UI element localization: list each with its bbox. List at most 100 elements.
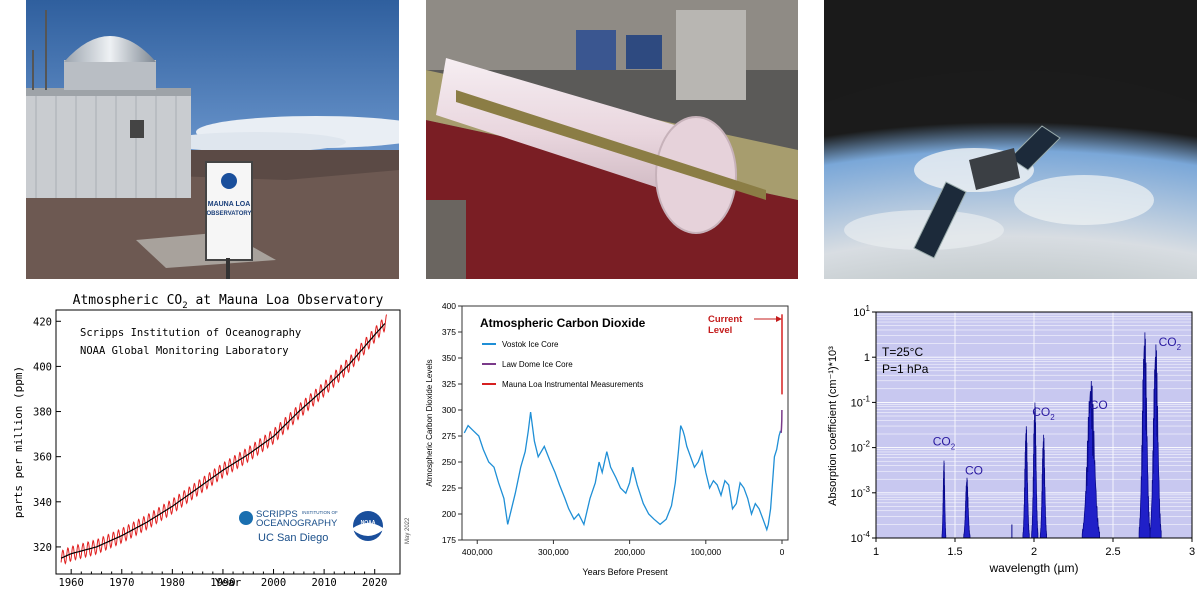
chart-title: Atmospheric Carbon Dioxide <box>480 316 646 330</box>
y-tick-label: 400 <box>33 361 52 373</box>
x-tick-label: 1960 <box>59 577 84 589</box>
legend-label: Vostok Ice Core <box>502 340 559 349</box>
y-tick-label: 380 <box>33 407 52 419</box>
ice-core-co2-svg: 400,000 300,000 200,000 100,000 0 175 200 225 2… <box>425 301 789 577</box>
y-tick-label: 400 <box>442 301 456 311</box>
noaa-logo-text: NOAA <box>361 520 376 526</box>
scripps-logo-small: INSTITUTION OF <box>302 510 338 515</box>
pressure-label: P=1 hPa <box>882 362 929 376</box>
absorption-band-co2 <box>941 460 947 539</box>
chart-title: Atmospheric CO2 at Mauna Loa Observatory <box>73 293 384 311</box>
sign-subtitle: OBSERVATORY <box>206 211 251 217</box>
y-tick-label: 175 <box>442 535 456 545</box>
y-tick-label: 10-3 <box>851 485 871 500</box>
band-label: CO <box>965 464 983 478</box>
band-label: CO2 <box>933 434 956 451</box>
noaa-logo-icon: NOAA <box>353 511 383 541</box>
y-tick-label: 200 <box>442 509 456 519</box>
observatory-photo-illustration: MAUNA LOA OBSERVATORY <box>26 0 399 279</box>
scripps-logo: SCRIPPS INSTITUTION OF OCEANOGRAPHY UC S… <box>239 509 338 544</box>
x-tick-label: 3 <box>1189 546 1195 558</box>
x-axis-label: Year <box>215 576 242 589</box>
absorption-spectrum-svg: 1 1.5 2 2.5 3 101 1 10-1 10-2 10-3 10-4 T=25°C P=… <box>827 304 1195 575</box>
y-tick-label: 320 <box>33 542 52 554</box>
annotation-scripps: Scripps Institution of Oceanography <box>80 327 301 339</box>
x-tick-label: 2010 <box>311 577 336 589</box>
x-tick-label: 2000 <box>261 577 286 589</box>
x-tick-label: 1980 <box>160 577 185 589</box>
absorption-spectrum-chart: 1 1.5 2 2.5 3 101 1 10-1 10-2 10-3 10-4 T=25°C P=… <box>820 286 1197 599</box>
x-tick-label: 1 <box>873 546 879 558</box>
y-tick-label: 10-1 <box>851 394 871 409</box>
absorption-band-co2 <box>1138 332 1151 539</box>
annotation-current: Current <box>708 314 743 325</box>
y-axis-label: Absorption coefficient (cm⁻¹)*10³ <box>827 346 839 506</box>
x-tick-label: 2020 <box>362 577 387 589</box>
ucsd-logo-text: UC San Diego <box>258 532 328 544</box>
annual-trend-line <box>60 323 386 559</box>
y-tick-label: 350 <box>442 353 456 363</box>
keeling-curve-chart: Atmospheric CO2 at Mauna Loa Observatory… <box>0 286 420 599</box>
absorption-band-co <box>1081 380 1100 539</box>
x-axis-label: wavelength (µm) <box>989 561 1079 575</box>
scripps-logo-text-2: OCEANOGRAPHY <box>256 518 338 529</box>
y-tick-label: 1 <box>864 352 870 364</box>
absorption-band-co2 <box>1031 402 1039 539</box>
x-tick-label: 300,000 <box>538 547 569 557</box>
x-tick-label: 100,000 <box>690 547 721 557</box>
x-tick-label: 1990 <box>210 577 235 589</box>
law-dome-line <box>780 409 783 433</box>
y-tick-label: 225 <box>442 483 456 493</box>
y-tick-label: 375 <box>442 327 456 337</box>
y-axis-label: parts per million (ppm) <box>12 366 25 518</box>
y-tick-label: 275 <box>442 431 456 441</box>
y-tick-label: 325 <box>442 379 456 389</box>
y-tick-label: 250 <box>442 457 456 467</box>
y-tick-label: 300 <box>442 405 456 415</box>
ice-core-photo-illustration <box>426 0 798 279</box>
absorption-band-co2 <box>1039 434 1047 539</box>
x-tick-label: 1.5 <box>947 546 962 558</box>
photo-mauna-loa-observatory: MAUNA LOA OBSERVATORY <box>26 0 399 279</box>
legend: Vostok Ice Core Law Dome Ice Core Mauna Lo… <box>482 340 643 389</box>
plot-frame <box>55 309 401 575</box>
sign-title: MAUNA LOA <box>208 201 251 208</box>
absorption-band-co2 <box>1149 344 1162 539</box>
annotation-arrow-icon <box>754 316 782 322</box>
x-tick-label: 1970 <box>109 577 134 589</box>
photo-satellite <box>824 0 1197 279</box>
y-axis-label: Atmospheric Carbon Dioxide Levels <box>425 359 434 486</box>
x-tick-label: 400,000 <box>462 547 493 557</box>
legend-label: Mauna Loa Instrumental Measurements <box>502 380 643 389</box>
y-tick-label: 10-2 <box>851 440 871 455</box>
x-tick-label: 2.5 <box>1105 546 1120 558</box>
vostok-line <box>463 412 782 532</box>
y-tick-label: 101 <box>853 304 870 319</box>
band-label: CO <box>1090 398 1108 412</box>
satellite-photo-illustration <box>824 0 1197 279</box>
keeling-curve-svg: Atmospheric CO2 at Mauna Loa Observatory… <box>12 293 411 589</box>
x-tick-label: 2 <box>1031 546 1037 558</box>
photo-ice-core <box>426 0 798 279</box>
plot-frame <box>461 305 789 541</box>
band-label: CO2 <box>1032 405 1055 422</box>
y-tick-label: 10-4 <box>851 530 871 545</box>
band-label: CO2 <box>1159 335 1182 352</box>
x-tick-label: 0 <box>780 547 785 557</box>
legend-label: Law Dome Ice Core <box>502 360 573 369</box>
y-tick-label: 420 <box>33 316 52 328</box>
annotation-noaa: NOAA Global Monitoring Laboratory <box>80 345 289 357</box>
annotation-level: Level <box>708 325 732 336</box>
x-axis-label: Years Before Present <box>582 567 668 577</box>
absorption-band-co <box>963 477 971 539</box>
satellite-icon <box>913 125 1061 259</box>
temperature-label: T=25°C <box>882 345 923 359</box>
absorption-band-co2 <box>1022 426 1030 539</box>
scripps-logo-text-1: SCRIPPS <box>256 509 298 520</box>
x-tick-label: 200,000 <box>614 547 645 557</box>
noaa-logo-icon <box>221 173 237 189</box>
date-note: May 2022 <box>405 517 411 544</box>
ice-core-co2-chart: 400,000 300,000 200,000 100,000 0 175 200 225 2… <box>420 286 800 599</box>
y-tick-label: 340 <box>33 497 52 509</box>
y-tick-label: 360 <box>33 452 52 464</box>
